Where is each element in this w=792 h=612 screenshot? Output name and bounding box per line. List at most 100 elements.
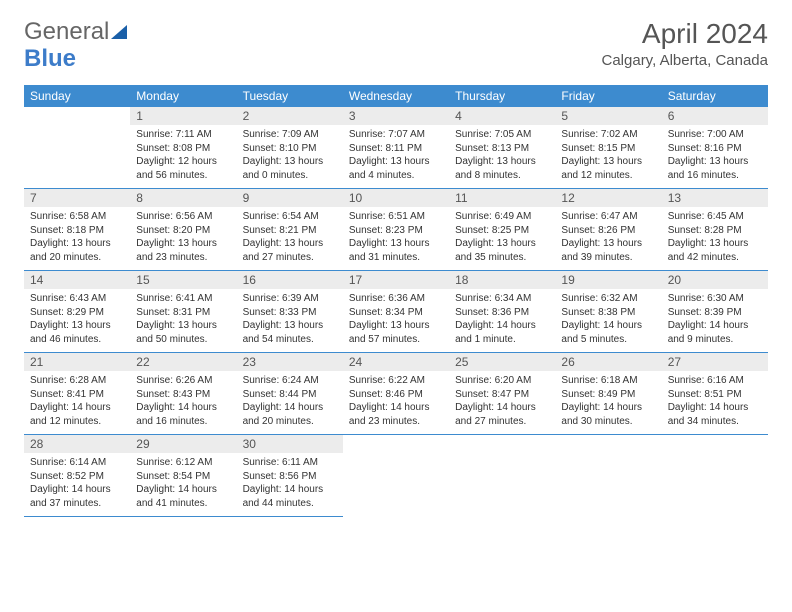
day-number: 12: [555, 189, 661, 207]
day-cell-5: 5Sunrise: 7:02 AMSunset: 8:15 PMDaylight…: [555, 107, 661, 189]
day-cell-10: 10Sunrise: 6:51 AMSunset: 8:23 PMDayligh…: [343, 189, 449, 271]
day-body: Sunrise: 7:05 AMSunset: 8:13 PMDaylight:…: [449, 125, 555, 188]
day-cell-28: 28Sunrise: 6:14 AMSunset: 8:52 PMDayligh…: [24, 435, 130, 517]
day-body: Sunrise: 6:22 AMSunset: 8:46 PMDaylight:…: [343, 371, 449, 434]
calendar-body: 1Sunrise: 7:11 AMSunset: 8:08 PMDaylight…: [24, 107, 768, 517]
day-cell-18: 18Sunrise: 6:34 AMSunset: 8:36 PMDayligh…: [449, 271, 555, 353]
day-body: Sunrise: 6:39 AMSunset: 8:33 PMDaylight:…: [237, 289, 343, 352]
day-number: 10: [343, 189, 449, 207]
day-number: 1: [130, 107, 236, 125]
day-cell-3: 3Sunrise: 7:07 AMSunset: 8:11 PMDaylight…: [343, 107, 449, 189]
empty-cell: [343, 435, 449, 517]
day-body: Sunrise: 6:28 AMSunset: 8:41 PMDaylight:…: [24, 371, 130, 434]
day-cell-15: 15Sunrise: 6:41 AMSunset: 8:31 PMDayligh…: [130, 271, 236, 353]
weekday-thursday: Thursday: [449, 85, 555, 107]
day-body: Sunrise: 6:30 AMSunset: 8:39 PMDaylight:…: [662, 289, 768, 352]
day-number: 24: [343, 353, 449, 371]
empty-cell: [449, 435, 555, 517]
day-body: Sunrise: 6:41 AMSunset: 8:31 PMDaylight:…: [130, 289, 236, 352]
day-cell-24: 24Sunrise: 6:22 AMSunset: 8:46 PMDayligh…: [343, 353, 449, 435]
day-body: Sunrise: 6:36 AMSunset: 8:34 PMDaylight:…: [343, 289, 449, 352]
day-cell-13: 13Sunrise: 6:45 AMSunset: 8:28 PMDayligh…: [662, 189, 768, 271]
day-number: 27: [662, 353, 768, 371]
day-number: 17: [343, 271, 449, 289]
day-number: 8: [130, 189, 236, 207]
brand-logo: General: [24, 18, 127, 46]
calendar-table: SundayMondayTuesdayWednesdayThursdayFrid…: [24, 85, 768, 517]
weekday-monday: Monday: [130, 85, 236, 107]
day-body: Sunrise: 6:43 AMSunset: 8:29 PMDaylight:…: [24, 289, 130, 352]
day-body: Sunrise: 7:00 AMSunset: 8:16 PMDaylight:…: [662, 125, 768, 188]
day-number: 6: [662, 107, 768, 125]
day-number: 2: [237, 107, 343, 125]
day-number: 16: [237, 271, 343, 289]
day-body: Sunrise: 6:14 AMSunset: 8:52 PMDaylight:…: [24, 453, 130, 516]
day-number: 26: [555, 353, 661, 371]
day-cell-8: 8Sunrise: 6:56 AMSunset: 8:20 PMDaylight…: [130, 189, 236, 271]
day-cell-16: 16Sunrise: 6:39 AMSunset: 8:33 PMDayligh…: [237, 271, 343, 353]
day-cell-26: 26Sunrise: 6:18 AMSunset: 8:49 PMDayligh…: [555, 353, 661, 435]
day-number: 21: [24, 353, 130, 371]
brand-triangle-icon: [111, 25, 127, 39]
day-body: Sunrise: 6:49 AMSunset: 8:25 PMDaylight:…: [449, 207, 555, 270]
empty-cell: [662, 435, 768, 517]
day-body: Sunrise: 6:16 AMSunset: 8:51 PMDaylight:…: [662, 371, 768, 434]
day-cell-21: 21Sunrise: 6:28 AMSunset: 8:41 PMDayligh…: [24, 353, 130, 435]
day-cell-22: 22Sunrise: 6:26 AMSunset: 8:43 PMDayligh…: [130, 353, 236, 435]
empty-cell: [24, 107, 130, 189]
brand-part2: Blue: [24, 45, 76, 72]
day-cell-20: 20Sunrise: 6:30 AMSunset: 8:39 PMDayligh…: [662, 271, 768, 353]
day-number: 14: [24, 271, 130, 289]
day-cell-27: 27Sunrise: 6:16 AMSunset: 8:51 PMDayligh…: [662, 353, 768, 435]
day-body: Sunrise: 7:02 AMSunset: 8:15 PMDaylight:…: [555, 125, 661, 188]
weekday-tuesday: Tuesday: [237, 85, 343, 107]
day-number: 30: [237, 435, 343, 453]
weekday-wednesday: Wednesday: [343, 85, 449, 107]
day-body: Sunrise: 6:24 AMSunset: 8:44 PMDaylight:…: [237, 371, 343, 434]
day-cell-4: 4Sunrise: 7:05 AMSunset: 8:13 PMDaylight…: [449, 107, 555, 189]
day-body: Sunrise: 6:47 AMSunset: 8:26 PMDaylight:…: [555, 207, 661, 270]
day-number: 3: [343, 107, 449, 125]
day-number: 20: [662, 271, 768, 289]
day-number: 28: [24, 435, 130, 453]
day-body: Sunrise: 6:51 AMSunset: 8:23 PMDaylight:…: [343, 207, 449, 270]
day-number: 22: [130, 353, 236, 371]
day-body: Sunrise: 6:26 AMSunset: 8:43 PMDaylight:…: [130, 371, 236, 434]
day-body: Sunrise: 7:07 AMSunset: 8:11 PMDaylight:…: [343, 125, 449, 188]
day-cell-23: 23Sunrise: 6:24 AMSunset: 8:44 PMDayligh…: [237, 353, 343, 435]
day-number: 9: [237, 189, 343, 207]
day-cell-11: 11Sunrise: 6:49 AMSunset: 8:25 PMDayligh…: [449, 189, 555, 271]
day-body: Sunrise: 6:18 AMSunset: 8:49 PMDaylight:…: [555, 371, 661, 434]
day-body: Sunrise: 7:09 AMSunset: 8:10 PMDaylight:…: [237, 125, 343, 188]
day-cell-1: 1Sunrise: 7:11 AMSunset: 8:08 PMDaylight…: [130, 107, 236, 189]
day-body: Sunrise: 6:56 AMSunset: 8:20 PMDaylight:…: [130, 207, 236, 270]
day-cell-30: 30Sunrise: 6:11 AMSunset: 8:56 PMDayligh…: [237, 435, 343, 517]
weekday-sunday: Sunday: [24, 85, 130, 107]
day-body: Sunrise: 6:12 AMSunset: 8:54 PMDaylight:…: [130, 453, 236, 516]
day-cell-2: 2Sunrise: 7:09 AMSunset: 8:10 PMDaylight…: [237, 107, 343, 189]
day-body: Sunrise: 6:54 AMSunset: 8:21 PMDaylight:…: [237, 207, 343, 270]
day-number: 13: [662, 189, 768, 207]
day-cell-9: 9Sunrise: 6:54 AMSunset: 8:21 PMDaylight…: [237, 189, 343, 271]
day-number: 23: [237, 353, 343, 371]
weekday-friday: Friday: [555, 85, 661, 107]
day-cell-17: 17Sunrise: 6:36 AMSunset: 8:34 PMDayligh…: [343, 271, 449, 353]
day-body: Sunrise: 6:58 AMSunset: 8:18 PMDaylight:…: [24, 207, 130, 270]
weekday-saturday: Saturday: [662, 85, 768, 107]
day-body: Sunrise: 6:32 AMSunset: 8:38 PMDaylight:…: [555, 289, 661, 352]
day-number: 19: [555, 271, 661, 289]
day-cell-29: 29Sunrise: 6:12 AMSunset: 8:54 PMDayligh…: [130, 435, 236, 517]
day-cell-6: 6Sunrise: 7:00 AMSunset: 8:16 PMDaylight…: [662, 107, 768, 189]
day-number: 11: [449, 189, 555, 207]
day-number: 7: [24, 189, 130, 207]
day-number: 18: [449, 271, 555, 289]
day-number: 25: [449, 353, 555, 371]
day-body: Sunrise: 6:34 AMSunset: 8:36 PMDaylight:…: [449, 289, 555, 352]
day-number: 5: [555, 107, 661, 125]
day-cell-19: 19Sunrise: 6:32 AMSunset: 8:38 PMDayligh…: [555, 271, 661, 353]
day-cell-7: 7Sunrise: 6:58 AMSunset: 8:18 PMDaylight…: [24, 189, 130, 271]
day-cell-12: 12Sunrise: 6:47 AMSunset: 8:26 PMDayligh…: [555, 189, 661, 271]
day-body: Sunrise: 7:11 AMSunset: 8:08 PMDaylight:…: [130, 125, 236, 188]
day-number: 29: [130, 435, 236, 453]
day-cell-25: 25Sunrise: 6:20 AMSunset: 8:47 PMDayligh…: [449, 353, 555, 435]
